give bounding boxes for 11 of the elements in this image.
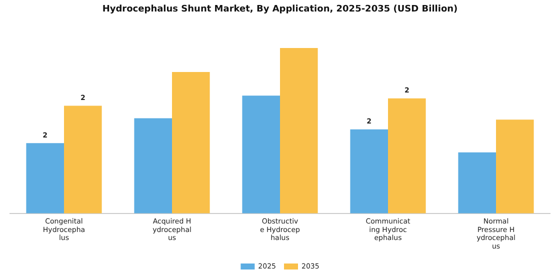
bar (134, 118, 172, 214)
bar (350, 129, 388, 214)
bar (172, 72, 210, 214)
bar (388, 98, 426, 214)
bar (64, 106, 102, 214)
bar (280, 48, 318, 214)
bar (26, 143, 64, 214)
bar (458, 152, 496, 214)
chart-title: Hydrocephalus Shunt Market, By Application, 2025-2035 (USD Billion) (102, 4, 458, 15)
bar (496, 120, 534, 214)
bar (242, 96, 280, 214)
